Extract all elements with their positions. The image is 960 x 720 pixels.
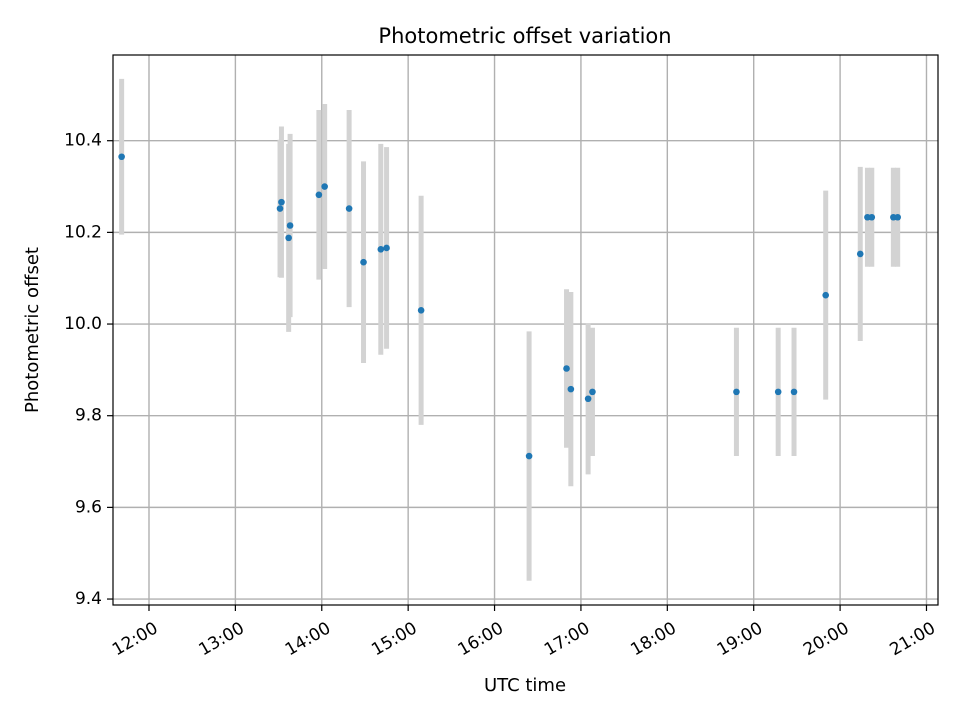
data-point bbox=[563, 365, 570, 372]
data-point bbox=[567, 385, 575, 393]
data-point bbox=[856, 250, 864, 258]
y-tick-label: 10.0 bbox=[64, 314, 102, 334]
data-point bbox=[285, 234, 292, 242]
point-layer bbox=[118, 153, 901, 460]
data-point bbox=[360, 258, 367, 266]
data-point bbox=[525, 452, 533, 460]
data-point bbox=[345, 205, 353, 212]
y-tick-label: 9.4 bbox=[75, 589, 102, 609]
data-point bbox=[790, 388, 798, 396]
y-tick-label: 9.8 bbox=[75, 406, 102, 426]
data-point bbox=[822, 291, 829, 299]
grid-layer bbox=[113, 55, 938, 605]
data-point bbox=[584, 395, 592, 403]
data-point bbox=[315, 191, 323, 199]
data-point bbox=[118, 153, 125, 161]
data-point bbox=[377, 246, 385, 253]
data-point bbox=[286, 222, 294, 229]
data-point bbox=[417, 306, 425, 314]
data-point bbox=[276, 205, 284, 212]
y-tick-label: 10.2 bbox=[64, 222, 102, 242]
data-point bbox=[321, 183, 328, 190]
data-point bbox=[774, 388, 782, 396]
y-axis-label: Photometric offset bbox=[22, 247, 43, 413]
data-point bbox=[894, 213, 901, 221]
y-tick-label: 10.4 bbox=[64, 131, 102, 151]
data-point bbox=[589, 388, 596, 396]
y-tick-label: 9.6 bbox=[75, 497, 102, 517]
data-point bbox=[278, 198, 285, 206]
chart-title: Photometric offset variation bbox=[378, 24, 671, 48]
data-point bbox=[383, 244, 390, 252]
data-point bbox=[868, 213, 876, 221]
x-axis-label: UTC time bbox=[484, 675, 566, 696]
data-point bbox=[733, 388, 740, 396]
plot-frame bbox=[112, 54, 939, 606]
